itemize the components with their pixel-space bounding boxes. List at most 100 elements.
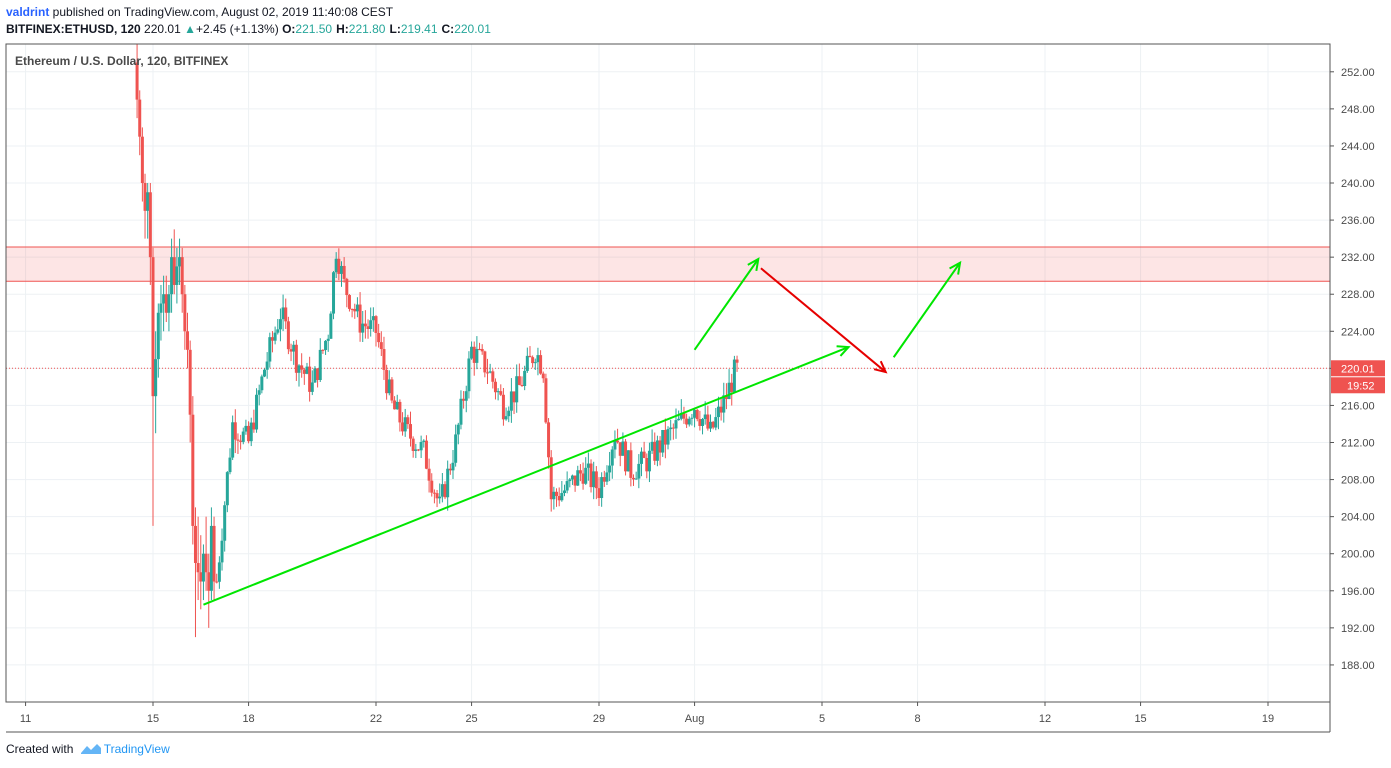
candle-body: [653, 441, 657, 461]
price-tick-label: 240.00: [1341, 178, 1375, 190]
candle-body: [347, 295, 351, 309]
candle-body: [438, 496, 442, 499]
support-trendline: [203, 346, 849, 606]
candle-body: [332, 272, 336, 314]
candle-body: [220, 540, 224, 563]
candle-body: [464, 391, 468, 401]
candle-body: [695, 409, 699, 420]
resistance-zone: [6, 246, 1330, 282]
candle-body: [265, 361, 269, 370]
candle-body: [326, 338, 330, 341]
price-tick-label: 212.00: [1341, 438, 1375, 450]
candle-body: [661, 429, 665, 453]
candle-body: [188, 349, 192, 415]
candle-body: [613, 440, 617, 450]
price-tick-label: 196.00: [1341, 586, 1375, 598]
candle-body: [658, 440, 662, 453]
candle-body: [411, 438, 415, 451]
candle-body: [584, 467, 588, 484]
candle-body: [156, 312, 160, 360]
candle-body: [294, 344, 298, 373]
candle-body: [316, 368, 320, 380]
candle-body: [724, 395, 728, 400]
candle-body: [215, 581, 219, 583]
projection-arrowhead: [949, 260, 962, 275]
candle-body: [284, 307, 288, 322]
open-label: O:: [282, 22, 296, 36]
candle-body: [632, 477, 636, 480]
candle-body: [608, 465, 612, 473]
candle-body: [403, 417, 407, 432]
candle-body: [401, 422, 405, 432]
candle-body: [435, 493, 439, 499]
candle-body: [536, 355, 540, 363]
candle-body: [371, 316, 375, 321]
candle-body: [711, 421, 715, 428]
candle-body: [422, 440, 426, 442]
candle-body: [462, 398, 466, 401]
price-chart[interactable]: 188.00 192.00 196.00 200.00 204.00 208.00 212.…: [0, 0, 1391, 742]
candle-body: [706, 414, 710, 429]
candle-body: [231, 422, 235, 458]
candle-body: [520, 384, 524, 387]
candle-body: [624, 441, 628, 472]
candle-body: [143, 183, 147, 211]
candle-body: [650, 441, 654, 451]
price-tick-label: 232.00: [1341, 252, 1375, 264]
candle-body: [212, 525, 216, 582]
candle-body: [547, 422, 551, 458]
candle-body: [151, 257, 155, 397]
candle-body: [709, 421, 712, 429]
price-tick-label: 224.00: [1341, 326, 1375, 338]
price-axis[interactable]: 188.00 192.00 196.00 200.00 204.00 208.00 212.…: [1330, 67, 1375, 672]
candle-body: [732, 359, 736, 392]
change-arrow: ▲: [184, 22, 196, 36]
candle-body: [663, 429, 667, 445]
candle-body: [204, 553, 208, 573]
candle-body: [528, 355, 532, 358]
candle-body: [310, 382, 314, 392]
candle-body: [276, 329, 280, 333]
candle-body: [225, 472, 229, 506]
candle-body: [329, 313, 333, 339]
candle-body: [308, 366, 312, 392]
tradingview-link[interactable]: TradingView: [103, 742, 170, 756]
candle-body: [634, 478, 638, 480]
candle-body: [186, 331, 190, 350]
candle-body: [470, 346, 474, 359]
candle-body: [666, 429, 670, 445]
candle-body: [594, 471, 598, 489]
candle-body: [512, 391, 516, 403]
candle-body: [313, 368, 317, 383]
candle-body: [597, 488, 601, 499]
author-link[interactable]: valdrint: [6, 5, 50, 19]
candles: [135, 44, 739, 638]
price-tick-label: 192.00: [1341, 623, 1375, 635]
price-tick-label: 208.00: [1341, 475, 1375, 487]
candle-body: [488, 371, 492, 373]
symbol-label: BITFINEX:ETHUSD, 120: [6, 22, 141, 36]
candle-body: [164, 294, 168, 313]
time-axis[interactable]: 11 15 18 22 25 29 Aug 5 8 12 15 19: [20, 702, 1274, 725]
candle-body: [358, 304, 362, 333]
time-tick-label: 25: [465, 713, 477, 725]
candle-body: [162, 294, 166, 304]
candle-body: [560, 493, 564, 501]
candle-body: [703, 414, 707, 420]
candle-body: [255, 394, 259, 430]
candle-body: [159, 303, 163, 313]
price-tick-label: 236.00: [1341, 215, 1375, 227]
candle-body: [719, 406, 723, 413]
candle-body: [693, 409, 697, 418]
chart-header: valdrint published on TradingView.com, A…: [0, 0, 1391, 40]
candle-body: [573, 475, 577, 486]
candle-body: [382, 349, 386, 370]
candle-body: [602, 477, 606, 482]
candle-body: [616, 440, 620, 443]
candle-body: [217, 562, 221, 582]
projection-arrow: [892, 262, 961, 358]
candle-body: [191, 414, 195, 526]
candle-body: [472, 346, 476, 363]
candle-body: [679, 412, 683, 419]
candle-body: [645, 457, 649, 472]
